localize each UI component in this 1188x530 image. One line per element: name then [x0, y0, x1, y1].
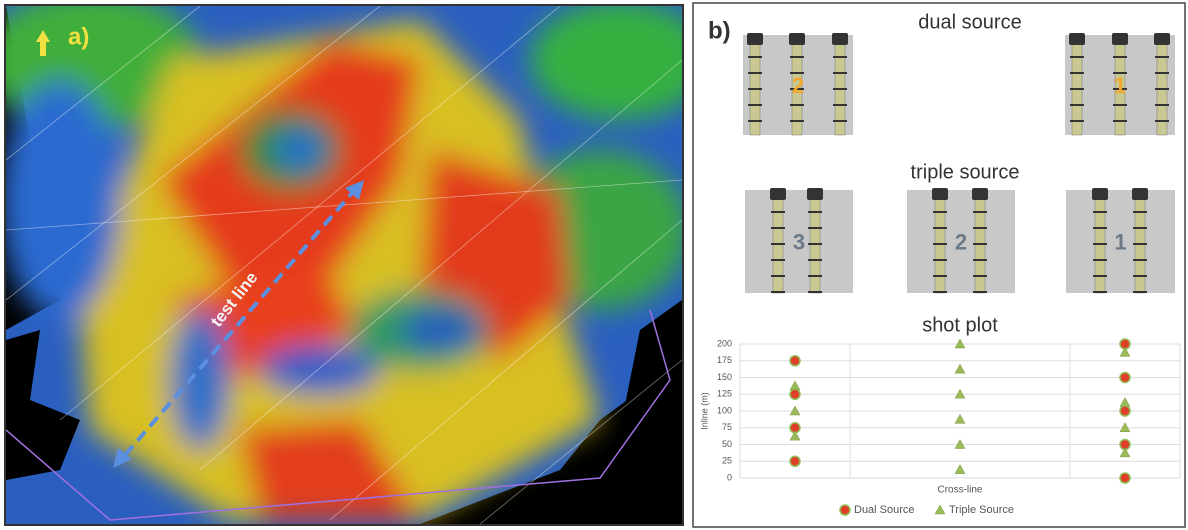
source — [1092, 188, 1108, 200]
point — [1120, 373, 1130, 383]
shot-plot: Inline (m) Cross-line 0 25 50 75 100 125 150 17… — [699, 338, 1180, 516]
section-title: triple source — [911, 161, 1020, 183]
streamer — [975, 190, 985, 293]
point — [790, 381, 800, 390]
point — [955, 414, 965, 423]
y-tick-label: 125 — [717, 389, 732, 399]
y-tick-label: 0 — [727, 472, 732, 482]
panel-label: b) — [708, 17, 731, 44]
point — [1120, 398, 1130, 407]
y-tick-label: 100 — [717, 405, 732, 415]
legend-marker — [840, 505, 850, 515]
source — [789, 33, 805, 45]
source — [1069, 33, 1085, 45]
legend-label: Triple Source — [949, 504, 1014, 516]
source — [1112, 33, 1128, 45]
source — [807, 188, 823, 200]
source — [1154, 33, 1170, 45]
point — [955, 465, 965, 474]
y-tick-label: 75 — [722, 422, 732, 432]
y-tick-label: 175 — [717, 355, 732, 365]
point — [790, 356, 800, 366]
source — [770, 188, 786, 200]
source — [932, 188, 948, 200]
source — [972, 188, 988, 200]
shot-number: 1 — [1114, 73, 1126, 98]
streamer — [1135, 190, 1145, 293]
streamer — [810, 190, 820, 293]
y-tick-label: 150 — [717, 372, 732, 382]
y-axis-label: Inline (m) — [699, 392, 709, 430]
chart-title: shot plot — [922, 314, 998, 336]
figure: test line a) b) dual source triple sourc… — [0, 0, 1188, 530]
x-axis-label: Cross-line — [937, 485, 982, 496]
y-tick-label: 50 — [722, 439, 732, 449]
panel-label: a) — [68, 23, 89, 50]
shot-number: 2 — [792, 73, 804, 98]
source — [832, 33, 848, 45]
shot-number: 3 — [793, 229, 805, 254]
y-tick-label: 25 — [722, 456, 732, 466]
shot-number: 1 — [1114, 229, 1126, 254]
source — [747, 33, 763, 45]
streamer — [935, 190, 945, 293]
point — [1120, 448, 1130, 457]
legend-label: Dual Source — [854, 504, 915, 516]
shot-number: 2 — [955, 229, 967, 254]
y-tick-label: 200 — [717, 338, 732, 348]
point — [790, 431, 800, 440]
point — [790, 389, 800, 399]
point — [1120, 347, 1130, 356]
point — [1120, 406, 1130, 416]
section-title: dual source — [918, 11, 1021, 33]
legend-marker — [935, 505, 945, 514]
source — [1132, 188, 1148, 200]
point — [790, 456, 800, 466]
streamer — [1095, 190, 1105, 293]
point — [1120, 473, 1130, 483]
streamer — [773, 190, 783, 293]
point — [955, 364, 965, 373]
panel-a: test line a) — [0, 0, 710, 524]
